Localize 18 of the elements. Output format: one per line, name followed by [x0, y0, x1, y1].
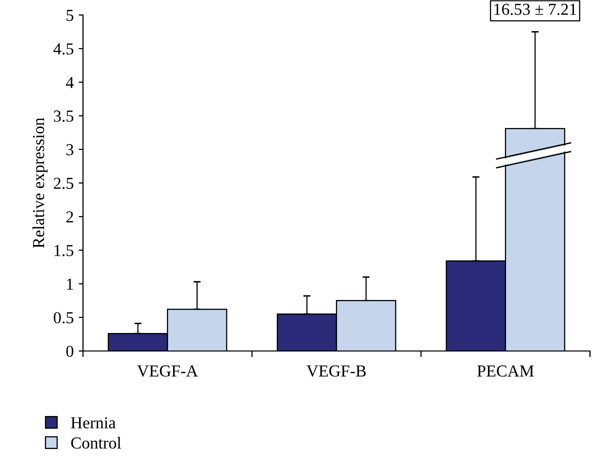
x-tick-label: VEGF-A	[137, 365, 198, 377]
x-tick-label: PECAM	[477, 365, 534, 377]
y-axis-title: Relative expression	[32, 118, 48, 248]
y-tick-label: 1	[67, 278, 73, 290]
y-tick-label: 5	[66, 10, 74, 21]
y-tick-label: 1.5	[54, 244, 74, 256]
legend-label: Control	[71, 436, 122, 449]
y-tick-label: 0.5	[54, 312, 74, 324]
annotation: 16.53 ± 7.21	[494, 4, 576, 16]
legend-label: Hernia	[70, 417, 116, 428]
y-tick-label: 3	[66, 144, 74, 156]
y-tick-label: 4	[66, 77, 74, 88]
y-tick-label: 3.5	[54, 110, 74, 122]
x-tick-label: VEGF-B	[306, 365, 366, 377]
y-tick-label: 2.5	[54, 178, 74, 190]
y-tick-label: 4.5	[53, 43, 74, 55]
y-tick-label: 2	[66, 211, 74, 222]
y-tick-label: 0	[66, 346, 74, 357]
